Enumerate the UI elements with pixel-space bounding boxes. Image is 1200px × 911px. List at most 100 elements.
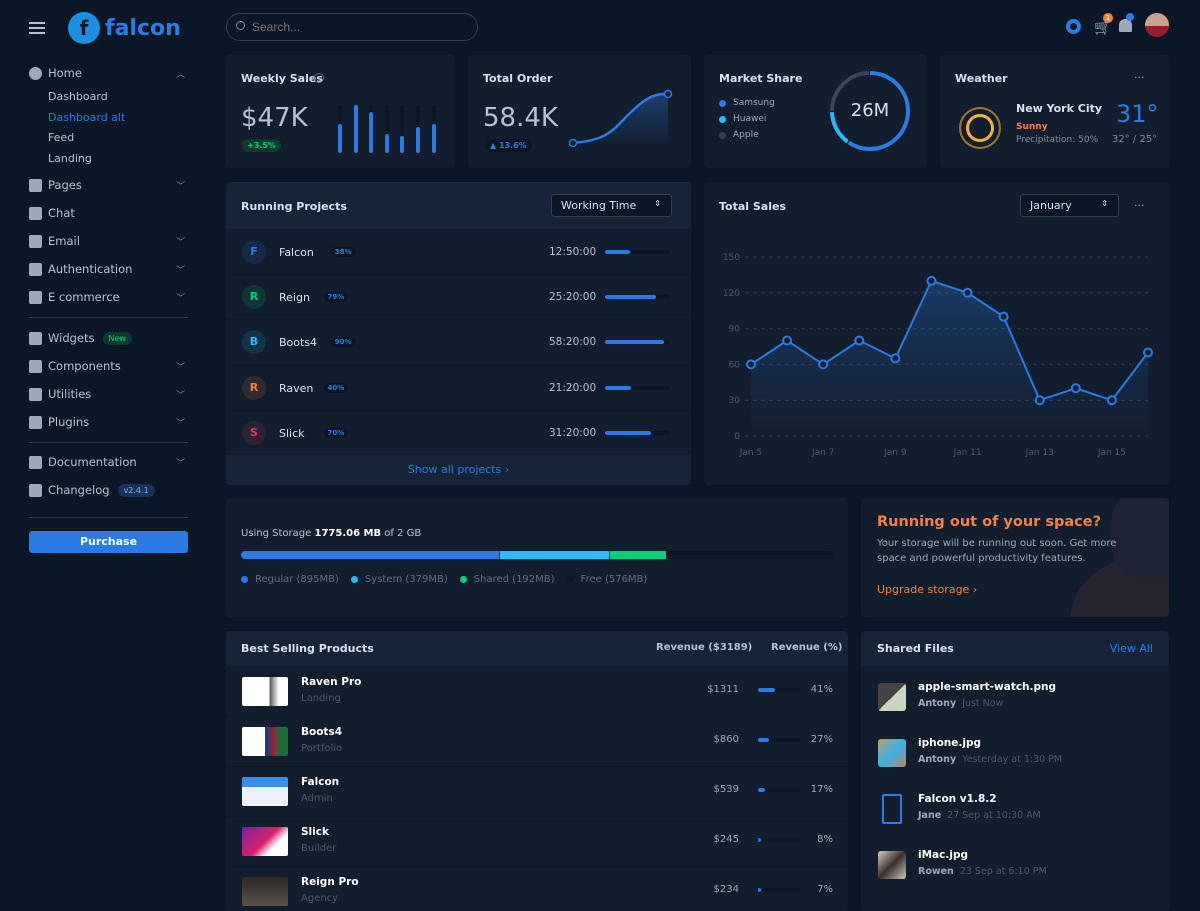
avatar[interactable] <box>1145 13 1169 37</box>
sales-point[interactable] <box>746 359 756 370</box>
sidebar-item-utilities[interactable]: Utilities ﹀ <box>29 384 189 404</box>
legend-item: Apple <box>719 130 759 140</box>
sidebar-item-email[interactable]: Email ﹀ <box>29 231 189 251</box>
more-icon[interactable]: ··· <box>1134 199 1145 212</box>
project-progress <box>605 250 670 254</box>
file-item[interactable]: iphone.jpg Antony Yesterday at 1:30 PM <box>861 729 1169 785</box>
logo[interactable]: f falcon <box>68 12 181 44</box>
legend-label: Regular (895MB) <box>255 574 339 585</box>
file-name[interactable]: iphone.jpg <box>918 737 982 749</box>
product-name[interactable]: Falcon <box>301 776 340 788</box>
sidebar-item-documentation[interactable]: Documentation ﹀ <box>29 452 189 472</box>
card-title: Total Order <box>483 72 553 85</box>
project-time: 25:20:00 <box>549 291 597 304</box>
book-icon <box>29 455 42 469</box>
sales-point[interactable] <box>1034 395 1045 406</box>
file-name[interactable]: iMac.jpg <box>918 849 968 861</box>
sales-point[interactable] <box>818 359 829 370</box>
month-select[interactable]: January ⇕ <box>1020 194 1119 217</box>
temperature: 31° <box>1116 100 1159 128</box>
sidebar-item-plugins[interactable]: Plugins ﹀ <box>29 412 189 432</box>
purchase-button[interactable]: Purchase <box>29 531 188 553</box>
column-header-percent[interactable]: Revenue (%) <box>771 642 843 653</box>
file-item[interactable]: iMac.jpg Rowen 23 Sep at 6:10 PM <box>861 841 1169 897</box>
sales-point[interactable] <box>782 335 793 346</box>
legend-label: Apple <box>733 130 759 140</box>
trend-area <box>573 93 668 147</box>
sidebar-item-e-commerce[interactable]: E commerce ﹀ <box>29 287 189 307</box>
sidebar-item-authentication[interactable]: Authentication ﹀ <box>29 259 189 279</box>
file-item[interactable]: Falcon v1.8.2 Jane 27 Sep at 10:30 AM <box>861 785 1169 841</box>
product-name[interactable]: Raven Pro <box>301 676 362 688</box>
bell-icon[interactable] <box>1119 19 1132 32</box>
project-row[interactable]: B Boots4 90% 58:20:00 <box>226 319 691 364</box>
project-name: Slick <box>279 426 305 440</box>
product-progress <box>758 738 800 742</box>
product-percent: 17% <box>810 784 833 795</box>
file-time: Just Now <box>962 698 1004 709</box>
sidebar-item-widgets[interactable]: Widgets New <box>29 328 189 348</box>
product-row[interactable]: Reign Pro Agency $234 7% <box>226 866 848 911</box>
chevron-down-icon: ﹀ <box>175 362 185 373</box>
info-icon[interactable] <box>314 73 324 83</box>
sidebar-subitem-feed[interactable]: Feed <box>48 131 75 144</box>
product-row[interactable]: Boots4 Portfolio $860 27% <box>226 716 848 766</box>
sidebar-item-label: Utilities <box>48 387 92 401</box>
sales-point[interactable] <box>962 287 973 298</box>
sales-point[interactable] <box>926 275 937 286</box>
product-name[interactable]: Reign Pro <box>301 876 359 888</box>
file-time: Yesterday at 1:30 PM <box>962 754 1063 765</box>
project-row[interactable]: F Falcon 38% 12:50:00 <box>226 229 691 274</box>
sidebar-item-chat[interactable]: Chat <box>29 203 189 223</box>
product-row[interactable]: Falcon Admin $539 17% <box>226 766 848 816</box>
view-all-link[interactable]: View All <box>1109 642 1153 655</box>
product-row[interactable]: Raven Pro Landing $1311 41% <box>226 666 848 716</box>
file-user: Rowen <box>918 866 954 877</box>
project-row[interactable]: R Reign 79% 25:20:00 <box>226 274 691 319</box>
show-all-projects-link[interactable]: Show all projects › <box>407 463 510 476</box>
menu-toggle-icon[interactable] <box>29 22 45 34</box>
sidebar-item-components[interactable]: Components ﹀ <box>29 356 189 376</box>
weekly-sales-card: Weekly Sales $47K +3.5% <box>226 55 455 168</box>
gear-icon[interactable] <box>1066 19 1081 34</box>
project-row[interactable]: S Slick 70% 31:20:00 <box>226 409 691 455</box>
sidebar-subitem-dashboard[interactable]: Dashboard <box>48 90 108 103</box>
file-item[interactable]: apple-smart-watch.png Antony Just Now <box>861 673 1169 729</box>
file-name[interactable]: apple-smart-watch.png <box>918 681 1057 693</box>
sidebar-item-label: Widgets <box>48 331 95 345</box>
sales-point[interactable] <box>1070 383 1081 394</box>
sales-point[interactable] <box>1106 395 1117 406</box>
file-name[interactable]: Falcon v1.8.2 <box>918 793 997 805</box>
file-user: Antony <box>918 754 957 765</box>
sidebar-item-pages[interactable]: Pages ﹀ <box>29 175 189 195</box>
product-name[interactable]: Slick <box>301 826 329 838</box>
sidebar-subitem-dashboard-alt[interactable]: Dashboard alt <box>48 110 126 124</box>
project-progress <box>605 385 670 390</box>
working-time-select[interactable]: Working Time ⇕ <box>551 194 672 217</box>
x-tick-label: Jan 7 <box>811 448 834 458</box>
search-input[interactable] <box>226 13 478 41</box>
more-icon[interactable]: ··· <box>1134 71 1145 84</box>
product-row[interactable]: Slick Builder $245 8% <box>226 816 848 866</box>
product-name[interactable]: Boots4 <box>301 726 343 738</box>
sidebar-subitem-landing[interactable]: Landing <box>48 151 92 165</box>
sales-point[interactable] <box>998 311 1009 322</box>
weekly-bar-track <box>338 105 342 153</box>
sidebar-item-home[interactable]: Home ︿ <box>29 63 189 83</box>
sales-point[interactable] <box>854 335 865 346</box>
storage-bar <box>241 551 833 559</box>
cart-icon[interactable]: 🛒 <box>1094 20 1112 36</box>
column-header-revenue[interactable]: Revenue ($3189) <box>656 642 753 653</box>
project-time: 21:20:00 <box>549 381 597 394</box>
project-row[interactable]: R Raven 40% 21:20:00 <box>226 364 691 410</box>
sales-point[interactable] <box>1143 347 1153 358</box>
project-progress-fill <box>605 430 651 435</box>
chevron-down-icon: ﹀ <box>175 458 185 469</box>
project-time: 12:50:00 <box>549 246 597 258</box>
upgrade-storage-link[interactable]: Upgrade storage › <box>877 583 978 596</box>
product-revenue: $860 <box>713 734 739 745</box>
legend-label: System (379MB) <box>364 574 448 585</box>
product-progress-fill <box>758 838 762 842</box>
sales-point[interactable] <box>890 353 901 364</box>
sidebar-item-changelog[interactable]: Changelog v2.4.1 <box>29 480 189 500</box>
